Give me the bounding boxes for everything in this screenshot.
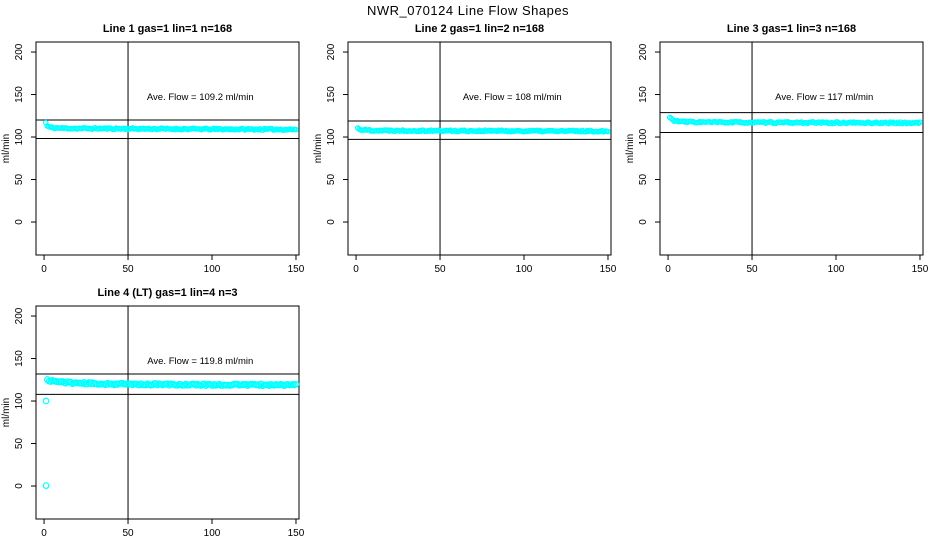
y-tick-label: 150 xyxy=(638,86,649,103)
ave-flow-annotation: Ave. Flow = 109.2 ml/min xyxy=(147,92,254,103)
plot-box xyxy=(659,41,924,256)
subplot-title: Line 4 (LT) gas=1 lin=4 n=3 xyxy=(97,287,237,299)
subplot-line2-canvas: Line 2 gas=1 lin=2 n=168 0 50 100 150 0 50 100 1… xyxy=(313,23,617,275)
ave-flow-annotation: Ave. Flow = 108 ml/min xyxy=(463,92,562,103)
data-point xyxy=(292,380,300,388)
y-tick-label: 100 xyxy=(326,128,337,145)
data-point xyxy=(293,126,299,133)
x-tick-label: 150 xyxy=(912,264,929,275)
data-points xyxy=(354,125,611,135)
x-tick-label: 100 xyxy=(204,264,221,275)
outlier-point xyxy=(42,397,50,405)
subplot-title: Line 3 gas=1 lin=3 n=168 xyxy=(727,23,856,35)
y-tick-label: 100 xyxy=(14,128,25,145)
y-tick-label: 0 xyxy=(14,219,25,225)
plot-box xyxy=(35,41,300,256)
x-tick-label: 100 xyxy=(204,528,221,539)
subplot-line4-canvas: Line 4 (LT) gas=1 lin=4 n=3 0 50 100 150 0 50 1… xyxy=(1,287,305,539)
x-tick-label: 50 xyxy=(122,528,134,539)
x-tick-label: 50 xyxy=(746,264,758,275)
ave-flow-annotation: Ave. Flow = 119.8 ml/min xyxy=(147,356,253,367)
y-tick-label: 50 xyxy=(638,174,649,186)
y-tick-label: 150 xyxy=(14,350,25,367)
x-tick-label: 100 xyxy=(516,264,533,275)
subplot-line1-canvas: Line 1 gas=1 lin=1 n=168 0 50 100 150 0 50 100 1… xyxy=(1,23,305,275)
plot-box xyxy=(35,305,300,520)
y-axis-label: ml/min xyxy=(1,134,12,163)
subplot-line3: Line 3 gas=1 lin=3 n=168 0 50 100 150 0 50 100 1… xyxy=(624,20,936,276)
y-tick-label: 150 xyxy=(14,86,25,103)
y-tick-label: 100 xyxy=(638,128,649,145)
x-tick-label: 150 xyxy=(600,264,617,275)
y-tick-label: 0 xyxy=(638,219,649,225)
x-tick-label: 0 xyxy=(41,528,47,539)
y-tick-label: 50 xyxy=(326,174,337,186)
x-tick-label: 50 xyxy=(434,264,446,275)
y-axis-label: ml/min xyxy=(313,134,324,163)
plot-box xyxy=(347,41,612,256)
subplot-line3-canvas: Line 3 gas=1 lin=3 n=168 0 50 100 150 0 50 100 1… xyxy=(625,23,929,275)
subplot-line4: Line 4 (LT) gas=1 lin=4 n=3 0 50 100 150 0 50 1… xyxy=(0,284,312,540)
y-tick-label: 200 xyxy=(14,43,25,60)
subplot-title: Line 2 gas=1 lin=2 n=168 xyxy=(415,23,544,35)
data-points xyxy=(666,114,923,127)
y-axis-label: ml/min xyxy=(1,398,12,427)
y-tick-label: 100 xyxy=(14,392,25,409)
y-tick-label: 150 xyxy=(326,86,337,103)
y-tick-label: 200 xyxy=(326,43,337,60)
subplot-title: Line 1 gas=1 lin=1 n=168 xyxy=(103,23,232,35)
x-tick-label: 0 xyxy=(353,264,359,275)
x-tick-label: 50 xyxy=(122,264,134,275)
data-point xyxy=(917,119,923,126)
x-tick-label: 0 xyxy=(665,264,671,275)
x-tick-label: 150 xyxy=(288,528,305,539)
figure-title: NWR_070124 Line Flow Shapes xyxy=(366,3,570,18)
outlier-point xyxy=(42,482,50,489)
y-tick-label: 50 xyxy=(14,438,25,450)
x-tick-label: 150 xyxy=(288,264,305,275)
y-tick-label: 200 xyxy=(14,307,25,324)
y-tick-label: 200 xyxy=(638,43,649,60)
subplot-line2: Line 2 gas=1 lin=2 n=168 0 50 100 150 0 50 100 1… xyxy=(312,20,624,276)
subplot-line1: Line 1 gas=1 lin=1 n=168 0 50 100 150 0 50 100 1… xyxy=(0,20,312,276)
y-axis-label: ml/min xyxy=(625,134,636,163)
y-tick-label: 0 xyxy=(14,483,25,489)
data-points xyxy=(42,119,299,133)
ave-flow-annotation: Ave. Flow = 117 ml/min xyxy=(775,92,873,103)
data-point xyxy=(605,128,611,135)
x-tick-label: 100 xyxy=(828,264,845,275)
y-tick-label: 0 xyxy=(326,219,337,225)
data-points xyxy=(42,376,300,489)
x-tick-label: 0 xyxy=(41,264,47,275)
y-tick-label: 50 xyxy=(14,174,25,186)
